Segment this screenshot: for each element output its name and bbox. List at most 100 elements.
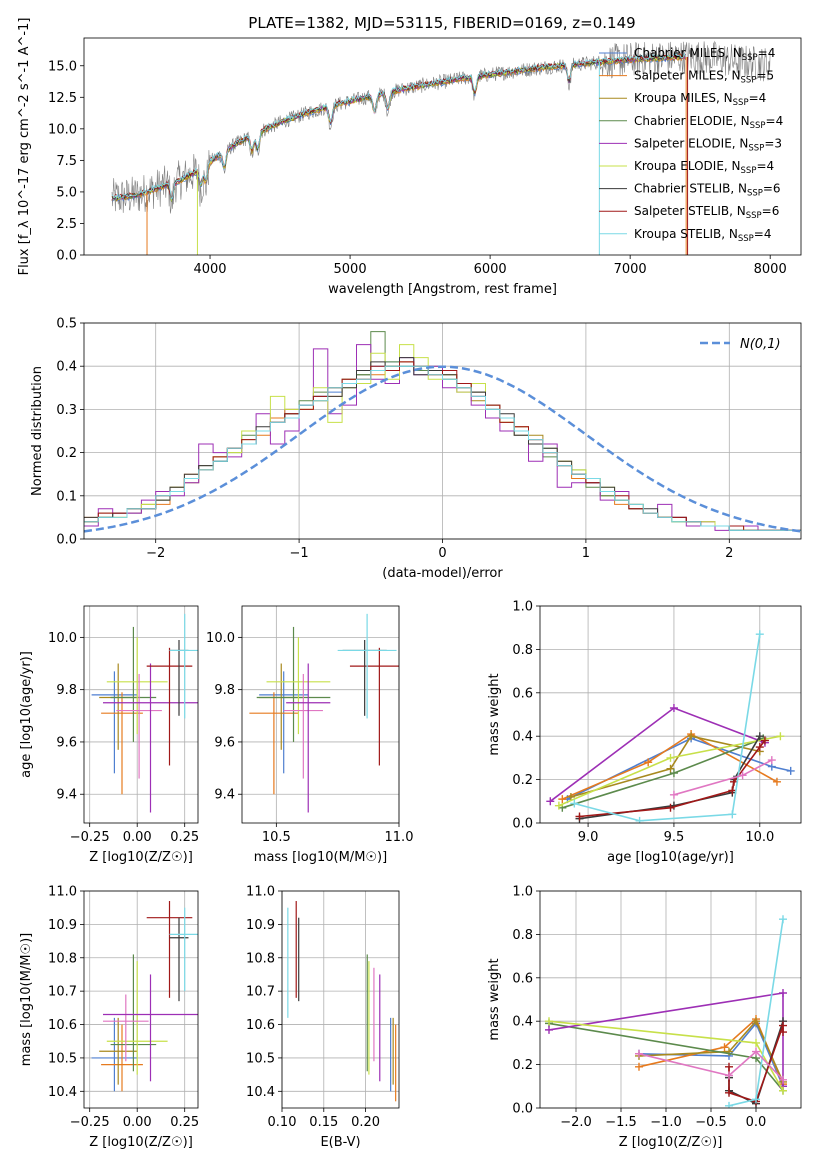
x-tick-label: 11.0 [385, 830, 414, 845]
legend-label: Salpeter MILES, NSSP=5 [634, 69, 774, 86]
y-tick-label: 9.8 [214, 683, 235, 698]
x-tick-label: −2 [146, 546, 165, 561]
legend-label: Kroupa ELODIE, NSSP=4 [634, 159, 774, 176]
weight-point-marker [666, 803, 675, 812]
weight-point-marker [752, 1038, 760, 1047]
weight-point-marker [752, 1047, 760, 1056]
x-tick-label: 7000 [614, 262, 647, 277]
weight-point-marker [546, 797, 555, 806]
legend-label: Chabrier STELIB, NSSP=6 [634, 182, 781, 199]
x-tick-label: −0.25 [70, 830, 110, 845]
x-axis-label: age [log10(age/yr)] [607, 850, 734, 865]
x-tick-label: 8000 [754, 262, 787, 277]
y-tick-label: 9.4 [56, 788, 77, 803]
plot-area [91, 901, 198, 1092]
weight-point-marker [669, 769, 678, 778]
weight-line-salpeter-stelib [579, 740, 766, 818]
y-tick-label: 0.6 [512, 971, 533, 986]
legend-label: Kroupa STELIB, NSSP=4 [634, 227, 772, 244]
weight-line-kroupa-elodie [558, 735, 781, 807]
panel-weight_vs_age: 9.0 9.5 10.0 0.0 0.2 0.4 0.6 0.8 1.0 age [log10(a… [487, 600, 802, 865]
spectrum-legend: Chabrier MILES, NSSP=4 Salpeter MILES, NS… [599, 46, 783, 244]
y-tick-label: 12.5 [48, 91, 77, 106]
legend-label: Kroupa MILES, NSSP=4 [634, 91, 766, 108]
weight-line-chabrier-miles [638, 1021, 784, 1087]
axes-frame [83, 890, 199, 1109]
weight-point-marker [728, 786, 737, 795]
weight-point-marker [644, 758, 653, 767]
y-tick-label: 0.0 [512, 817, 533, 832]
weight-point-marker [635, 1062, 643, 1071]
weight-point-marker [752, 1095, 760, 1104]
x-axis-label: E(B-V) [320, 1135, 360, 1150]
y-axis-label: mass weight [487, 958, 502, 1040]
panel-mass_vs_Z: −0.25 0.00 0.25 10.4 10.5 10.6 10.7 10.8 10.9 11.… [19, 885, 199, 1151]
x-tick-label: 6000 [474, 262, 507, 277]
weight-point-marker [779, 1075, 787, 1084]
x-tick-label: 0.25 [170, 830, 199, 845]
x-tick-label: −1.5 [605, 1115, 637, 1130]
x-axis-label: Z [log10(Z/Z☉)] [89, 1135, 193, 1150]
y-tick-label: 0.5 [56, 317, 77, 332]
y-tick-label: 10.0 [48, 122, 77, 137]
panel-spectrum: 4000 5000 6000 7000 8000 0.0 2.5 5.0 7.5 10.0 12.5… [17, 18, 802, 297]
x-tick-label: 9.5 [664, 830, 685, 845]
x-tick-label: −1.0 [650, 1115, 682, 1130]
weight-point-marker [725, 1088, 733, 1097]
weight-point-marker [669, 703, 678, 712]
axes-frame [539, 890, 802, 1109]
x-axis-label: Z [log10(Z/Z☉)] [619, 1135, 723, 1150]
x-tick-label: −2.0 [560, 1115, 592, 1130]
y-tick-label: 9.6 [56, 735, 77, 750]
model-line-kroupa-stelib [111, 52, 686, 200]
x-tick-label: 0.10 [268, 1115, 297, 1130]
x-tick-label: 9.0 [578, 830, 599, 845]
plots-layer: 4000 5000 6000 7000 80000.02.55.07.510.012.5… [17, 18, 802, 1151]
y-tick-label: 10.9 [48, 918, 77, 933]
y-tick-label: 10.7 [246, 985, 275, 1000]
weight-point-marker [786, 766, 795, 775]
weight-point-marker [725, 1101, 733, 1108]
axes-frame [281, 890, 400, 1109]
y-tick-label: 10.7 [48, 985, 77, 1000]
y-tick-label: 1.0 [512, 885, 533, 900]
y-tick-label: 10.8 [48, 951, 77, 966]
figure-title: PLATE=1382, MJD=53115, FIBERID=0169, z=0… [248, 14, 635, 32]
y-tick-label: 10.6 [48, 1018, 77, 1033]
weight-line-kroupa-miles [638, 1019, 784, 1083]
x-tick-label: 0.20 [351, 1115, 380, 1130]
x-axis-label: Z [log10(Z/Z☉)] [89, 850, 193, 865]
y-tick-label: 10.9 [246, 918, 275, 933]
legend-label: Salpeter STELIB, NSSP=6 [634, 204, 779, 221]
y-tick-label: 9.8 [56, 683, 77, 698]
plot-area [546, 630, 795, 823]
weight-point-marker [666, 753, 675, 762]
y-tick-label: 0.0 [56, 249, 77, 264]
y-tick-label: 9.6 [214, 735, 235, 750]
y-tick-label: 0.4 [56, 360, 77, 375]
weight-line-pink [638, 1050, 784, 1081]
weight-point-marker [738, 771, 747, 780]
histogram-kroupa-stelib [84, 365, 801, 531]
weight-line-salpeter-miles [561, 733, 778, 800]
weight-point-marker [720, 1043, 729, 1052]
weight-line-chabrier-miles [567, 737, 791, 800]
y-tick-label: 10.0 [206, 631, 235, 646]
weight-point-marker [575, 812, 584, 821]
weight-point-marker [779, 988, 787, 997]
x-axis-label: (data-model)/error [382, 566, 503, 581]
y-tick-label: 0.1 [56, 489, 77, 504]
weight-point-marker [755, 732, 764, 741]
y-axis-label: age [log10(age/yr)] [19, 651, 34, 778]
x-tick-label: 0.0 [746, 1115, 767, 1130]
plot-area [249, 613, 399, 813]
plot-area [91, 613, 198, 813]
y-tick-label: 0.8 [512, 928, 533, 943]
panel-residuals: −2 −1 0 1 2 0.0 0.1 0.2 0.3 0.4 0.5 (data-model)/er… [30, 317, 802, 581]
x-tick-label: 0.00 [123, 1115, 152, 1130]
y-tick-label: 10.4 [48, 1085, 77, 1100]
weight-point-marker [669, 790, 678, 799]
x-axis-label: wavelength [Angstrom, rest frame] [328, 282, 557, 297]
weight-point-marker [779, 1028, 787, 1037]
